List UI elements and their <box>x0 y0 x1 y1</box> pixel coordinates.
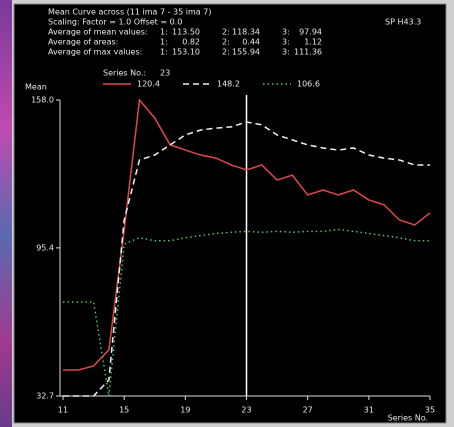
legend-label: 120.4 <box>137 80 160 89</box>
chart: Mean Curve across (11 ima 7 - 35 ima 7) … <box>0 0 454 427</box>
y-tick-label: 32.7 <box>36 392 54 401</box>
stat-cell: 2: <box>222 28 230 37</box>
stat-cell: 3: <box>282 28 290 37</box>
x-tick-label: 11 <box>58 406 68 415</box>
stat-cell: 111.36 <box>294 48 322 57</box>
stat-cell: 1: <box>160 48 168 57</box>
series-number: 23 <box>160 69 170 78</box>
panel <box>14 4 446 423</box>
scaling: Scaling: Factor = 1.0 Offset = 0.0 <box>48 18 182 27</box>
stat-cell: 97.94 <box>299 28 322 37</box>
stat-cell: 3: <box>282 38 290 47</box>
y-tick-label: 158.0 <box>31 96 54 105</box>
stat-cell: 2: <box>222 48 230 57</box>
stat-label: Average of max values: <box>48 48 142 57</box>
x-label: Series No. <box>388 414 428 423</box>
stat-cell: 155.94 <box>232 48 260 57</box>
id: SP H43.3 <box>385 18 421 27</box>
stat-label: Average of areas: <box>48 38 118 47</box>
stat-cell: 113.50 <box>172 28 200 37</box>
stat-cell: 1: <box>160 38 168 47</box>
stat-cell: 0.44 <box>242 38 260 47</box>
series-label: Series No.: <box>103 69 146 78</box>
legend-label: 148.2 <box>217 80 240 89</box>
screenshot: Mean Curve across (11 ima 7 - 35 ima 7) … <box>0 0 454 427</box>
stat-cell: 3: <box>282 48 290 57</box>
stat-cell: 2: <box>222 38 230 47</box>
x-tick-label: 23 <box>241 406 251 415</box>
y-label: Mean <box>25 83 47 92</box>
stat-cell: 153.10 <box>172 48 200 57</box>
title: Mean Curve across (11 ima 7 - 35 ima 7) <box>48 8 211 17</box>
x-tick-label: 35 <box>425 406 435 415</box>
x-tick-label: 27 <box>303 406 313 415</box>
x-tick-label: 19 <box>180 406 190 415</box>
x-tick-label: 15 <box>119 406 129 415</box>
stat-cell: 1.12 <box>304 38 322 47</box>
legend-label: 106.6 <box>297 80 320 89</box>
x-tick-label: 31 <box>364 406 374 415</box>
side-image <box>0 0 12 427</box>
stat-label: Average of mean values: <box>48 28 148 37</box>
stat-cell: 0.82 <box>182 38 200 47</box>
stat-cell: 118.34 <box>232 28 260 37</box>
y-tick-label: 95.4 <box>36 243 54 252</box>
stat-cell: 1: <box>160 28 168 37</box>
